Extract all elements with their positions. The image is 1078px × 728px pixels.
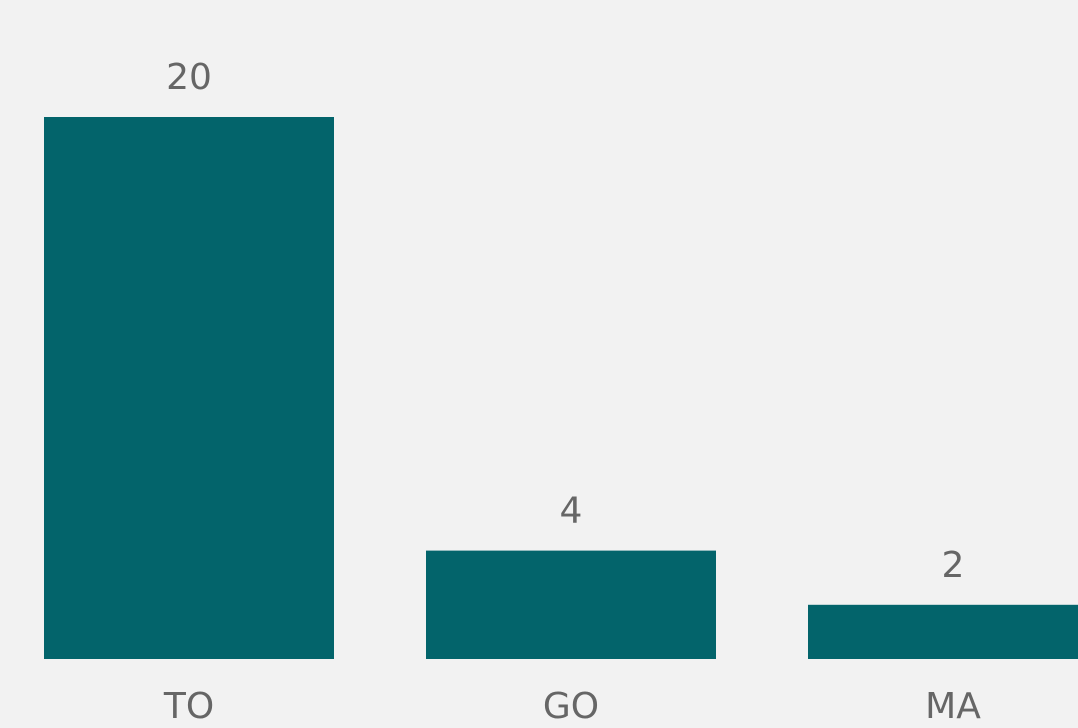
data-label-ma: 2 — [942, 545, 965, 586]
x-tick-label-to: TO — [163, 686, 214, 727]
bar-ma — [808, 604, 1078, 659]
x-tick-label-go: GO — [543, 686, 599, 727]
x-axis-tick-labels: TO GO MA — [163, 686, 981, 727]
data-label-go: 4 — [560, 491, 583, 532]
bar-to — [44, 117, 334, 659]
bars-group — [44, 117, 1078, 659]
x-tick-label-ma: MA — [925, 686, 981, 727]
data-label-to: 20 — [166, 57, 212, 98]
bar-go — [426, 550, 716, 659]
